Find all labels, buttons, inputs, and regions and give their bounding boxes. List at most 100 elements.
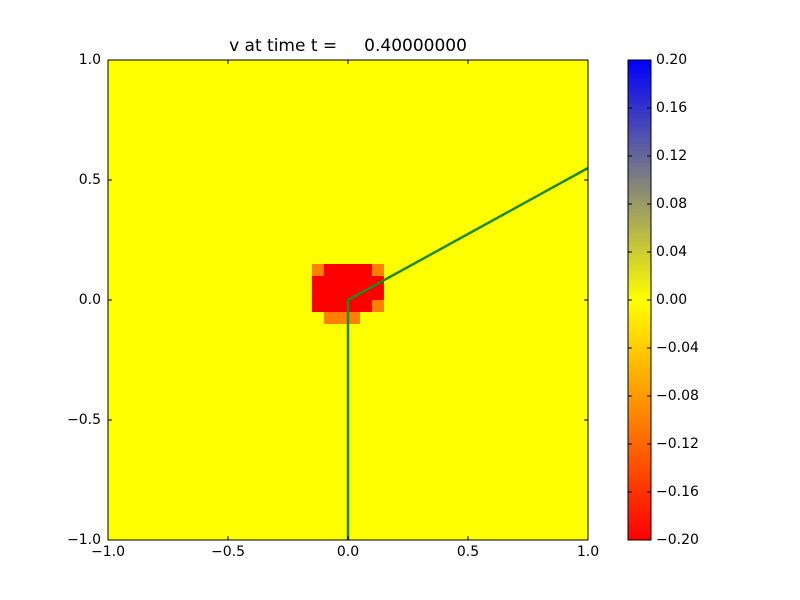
heatmap-cell — [408, 72, 421, 85]
colorbar-tick-label: −0.16 — [656, 484, 699, 500]
heatmap-cell — [132, 276, 145, 289]
heatmap-cell — [564, 120, 577, 133]
heatmap-cell — [432, 528, 445, 541]
heatmap-cell — [372, 144, 385, 157]
heatmap-cell — [504, 84, 517, 97]
heatmap-cell — [516, 420, 529, 433]
x-tick-label: −1.0 — [91, 544, 125, 560]
heatmap-cell — [456, 444, 469, 457]
heatmap-cell — [336, 396, 349, 409]
heatmap-cell — [528, 228, 541, 241]
heatmap-cell — [156, 360, 169, 373]
heatmap-cell — [540, 300, 553, 313]
heatmap-cell — [348, 156, 361, 169]
heatmap-cell — [480, 468, 493, 481]
heatmap-cell — [444, 96, 457, 109]
heatmap-cell — [576, 528, 589, 541]
heatmap-cell — [252, 72, 265, 85]
heatmap-cell — [576, 72, 589, 85]
heatmap-cell — [552, 360, 565, 373]
heatmap-cell — [216, 348, 229, 361]
heatmap-cell — [264, 180, 277, 193]
heatmap-cell — [252, 264, 265, 277]
heatmap-cell — [132, 84, 145, 97]
heatmap-cell — [480, 444, 493, 457]
heatmap-cell — [456, 204, 469, 217]
heatmap-cell — [456, 240, 469, 253]
heatmap-cell — [132, 228, 145, 241]
heatmap-cell — [312, 192, 325, 205]
heatmap-cell — [480, 492, 493, 505]
heatmap-cell — [432, 300, 445, 313]
heatmap-cell — [444, 192, 457, 205]
heatmap-cell — [180, 252, 193, 265]
heatmap-cell — [288, 516, 301, 529]
heatmap-cell — [360, 156, 373, 169]
heatmap-cell — [528, 156, 541, 169]
heatmap-cell — [360, 168, 373, 181]
heatmap-cell — [132, 384, 145, 397]
heatmap-cell — [516, 228, 529, 241]
heatmap-cell — [432, 72, 445, 85]
heatmap-cell — [216, 120, 229, 133]
heatmap-cell — [240, 528, 253, 541]
heatmap-cell — [144, 396, 157, 409]
heatmap-cell — [372, 72, 385, 85]
heatmap-cell — [228, 216, 241, 229]
heatmap-cell — [552, 396, 565, 409]
heatmap-cell — [300, 108, 313, 121]
heatmap-cell — [168, 96, 181, 109]
heatmap-cell — [360, 312, 373, 325]
heatmap-cell — [564, 132, 577, 145]
heatmap-cell — [468, 168, 481, 181]
heatmap-cell — [312, 60, 325, 73]
heatmap-cell — [120, 276, 133, 289]
heatmap-cell — [216, 228, 229, 241]
heatmap-cell — [540, 312, 553, 325]
heatmap-cell — [168, 516, 181, 529]
heatmap-cell — [276, 288, 289, 301]
heatmap-cell — [312, 204, 325, 217]
heatmap-cell — [252, 204, 265, 217]
heatmap-cell — [288, 120, 301, 133]
heatmap-cell — [288, 108, 301, 121]
heatmap-cell — [480, 108, 493, 121]
x-tick-label: −0.5 — [211, 544, 245, 560]
heatmap-cell — [324, 300, 337, 313]
heatmap-cell — [192, 132, 205, 145]
heatmap-cell — [276, 192, 289, 205]
heatmap-cell — [240, 132, 253, 145]
heatmap-cell — [492, 108, 505, 121]
heatmap-cell — [168, 84, 181, 97]
heatmap-cell — [408, 444, 421, 457]
heatmap-cell — [384, 516, 397, 529]
heatmap-cell — [564, 396, 577, 409]
heatmap-cell — [528, 372, 541, 385]
heatmap-cell — [264, 288, 277, 301]
heatmap-cell — [144, 444, 157, 457]
heatmap-cell — [492, 528, 505, 541]
heatmap-cell — [324, 72, 337, 85]
heatmap-cell — [276, 324, 289, 337]
heatmap-cell — [480, 432, 493, 445]
heatmap-cell — [552, 216, 565, 229]
heatmap-cell — [468, 108, 481, 121]
heatmap-cell — [456, 528, 469, 541]
heatmap-cell — [240, 276, 253, 289]
heatmap-cell — [108, 168, 121, 181]
heatmap-cell — [324, 504, 337, 517]
heatmap-cell — [276, 264, 289, 277]
heatmap-cell — [384, 204, 397, 217]
heatmap-cell — [564, 504, 577, 517]
heatmap-cell — [504, 252, 517, 265]
y-tick-label: 0.0 — [79, 292, 101, 308]
heatmap-cell — [432, 204, 445, 217]
heatmap-cell — [360, 492, 373, 505]
heatmap-cell — [156, 288, 169, 301]
heatmap-cell — [252, 456, 265, 469]
heatmap-cell — [408, 168, 421, 181]
heatmap-cell — [480, 348, 493, 361]
heatmap-cell — [264, 432, 277, 445]
heatmap-cell — [564, 156, 577, 169]
heatmap-cell — [468, 192, 481, 205]
